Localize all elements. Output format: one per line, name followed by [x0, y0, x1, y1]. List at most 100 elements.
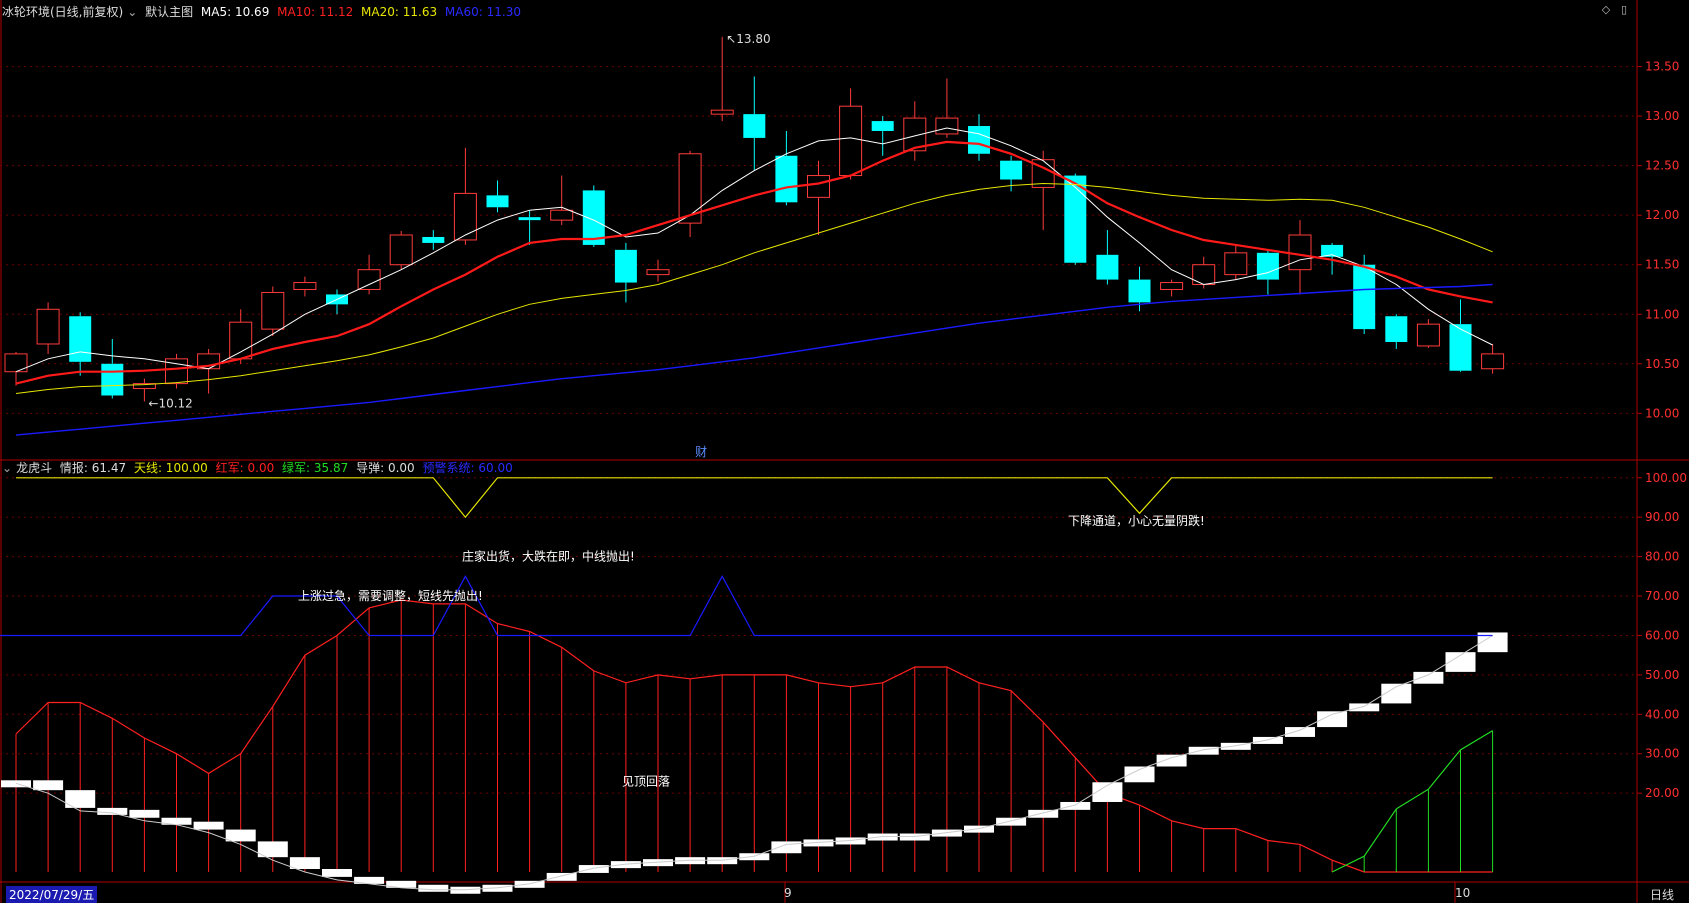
candle-down	[775, 155, 798, 203]
annotation-top-fall: 见顶回落	[622, 774, 670, 788]
start-date-label: 2022/07/29/五	[6, 886, 98, 903]
high-price-annotation: ↖13.80	[726, 32, 770, 46]
candle-down	[69, 316, 92, 362]
daodan-block	[578, 865, 609, 873]
daodan-block	[1445, 652, 1476, 672]
candle-down	[614, 249, 637, 283]
candle-up	[550, 209, 574, 221]
daodan-block	[1156, 754, 1187, 767]
candle-up	[293, 282, 317, 290]
candle-down	[1064, 175, 1087, 263]
candle-down	[486, 195, 509, 208]
candle-up	[839, 105, 863, 177]
candle-up	[132, 383, 156, 390]
daodan-block	[771, 841, 802, 854]
daodan-block	[546, 872, 577, 881]
ma20-label: MA20: 11.63	[361, 5, 438, 19]
candle-down	[518, 217, 541, 221]
candle-down	[743, 114, 766, 138]
daodan-block	[1285, 727, 1315, 737]
daodan-block	[899, 833, 930, 841]
daodan-block	[322, 869, 352, 877]
candle-down	[582, 190, 605, 245]
candle-down	[422, 236, 445, 243]
indicator-tick-label: 20.00	[1645, 786, 1679, 800]
daodan-block	[1220, 742, 1251, 750]
candle-down	[1385, 316, 1408, 342]
daodan-block	[643, 859, 673, 867]
candle-up	[710, 109, 734, 115]
main-chart-label[interactable]: 默认主图	[145, 5, 194, 19]
price-tick-label: 13.50	[1645, 60, 1679, 74]
daodan-block	[1060, 801, 1091, 810]
candle-up	[261, 291, 285, 330]
indicator-tick-label: 100.00	[1645, 471, 1687, 485]
daodan-block	[33, 780, 64, 791]
indicator-tick-label: 80.00	[1645, 550, 1679, 564]
daodan-block	[1477, 632, 1508, 653]
price-tick-label: 13.00	[1645, 109, 1679, 123]
ma60-label: MA60: 11.30	[444, 5, 521, 19]
daodan-block	[1028, 809, 1059, 818]
ma-line-ma20	[15, 182, 1493, 394]
candle-down	[871, 121, 894, 131]
indicator-tick-label: 90.00	[1645, 510, 1679, 524]
candle-up	[1288, 234, 1312, 271]
period-label[interactable]: 日线	[1650, 888, 1675, 902]
month-label-9: 9	[784, 886, 792, 900]
daodan-block	[1124, 766, 1155, 783]
indicator-panel-header: ⌄ 龙虎斗 情报: 61.47 天线: 100.00 红军: 0.00 绿军: 3…	[2, 460, 517, 476]
candle-up	[229, 321, 253, 360]
candle-down	[101, 363, 124, 396]
price-tick-label: 12.50	[1645, 159, 1679, 173]
daodan-block	[610, 861, 641, 869]
daodan-block	[193, 821, 224, 830]
window-icon[interactable]: ▯	[1620, 3, 1628, 16]
candle-down	[1000, 160, 1023, 180]
lvjun-label: 绿军: 35.87	[282, 461, 349, 475]
main-chart-chevron-icon[interactable]: ⌄	[127, 5, 138, 19]
annotation-down-channel: 下降通道，小心无量阴跌!	[1068, 513, 1205, 528]
candle-up	[678, 153, 702, 224]
daodan-block	[289, 857, 320, 869]
candle-up	[36, 308, 60, 345]
indicator-name[interactable]: 龙虎斗	[16, 461, 53, 475]
candle-down	[1128, 279, 1151, 303]
daodan-block	[803, 839, 834, 847]
daodan-block	[161, 817, 192, 825]
yujing-line	[0, 575, 1493, 637]
low-price-annotation: ←10.12	[148, 396, 192, 410]
candle-up	[389, 234, 413, 266]
candle-down	[968, 126, 990, 154]
daodan-block	[996, 817, 1027, 826]
candle-up	[903, 117, 927, 152]
candle-up	[357, 269, 381, 290]
tianxian-label: 天线: 100.00	[133, 461, 208, 475]
candle-up	[646, 269, 670, 276]
candle-up	[1224, 252, 1248, 276]
daodan-block	[1349, 703, 1380, 712]
qingbao-line	[15, 599, 1493, 873]
candle-up	[1416, 323, 1440, 347]
price-tick-label: 11.50	[1645, 258, 1679, 272]
daodan-block	[1252, 736, 1283, 744]
price-tick-label: 10.00	[1645, 406, 1679, 420]
daodan-block	[1317, 711, 1348, 728]
indicator-chevron-icon[interactable]: ⌄	[2, 461, 13, 475]
candle-up	[1160, 282, 1184, 290]
daodan-block	[354, 876, 385, 884]
candle-up	[1192, 264, 1216, 286]
cai-marker-label: 财	[695, 445, 707, 459]
stock-title[interactable]: 冰轮环境(日线,前复权)	[2, 5, 124, 19]
candle-down	[1353, 264, 1376, 330]
candle-up	[935, 117, 959, 135]
diamond-icon[interactable]: ◇	[1601, 3, 1611, 16]
ma10-label: MA10: 11.12	[277, 5, 354, 19]
daodan-block	[739, 853, 770, 861]
candle-down	[1449, 324, 1472, 371]
candle-up	[453, 192, 477, 241]
indicator-tick-label: 30.00	[1645, 747, 1679, 761]
daodan-block	[1188, 746, 1219, 755]
indicator-tick-label: 50.00	[1645, 668, 1679, 682]
